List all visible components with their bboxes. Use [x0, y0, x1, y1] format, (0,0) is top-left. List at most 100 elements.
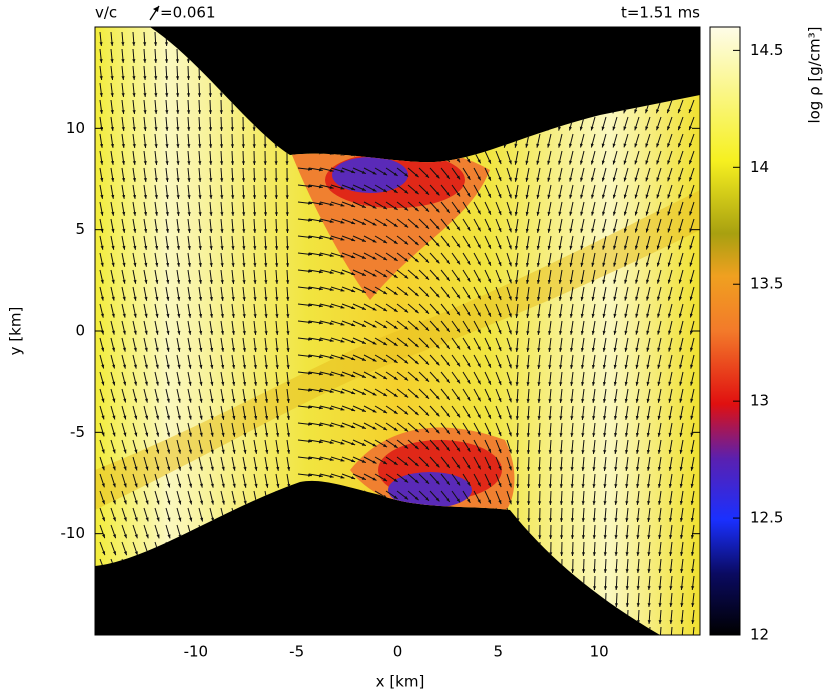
- vector-head: [636, 552, 640, 556]
- vector-head: [656, 160, 660, 165]
- vector-head: [254, 415, 258, 420]
- vector-head: [329, 185, 334, 189]
- vector-head: [456, 226, 461, 231]
- vector-head: [198, 144, 202, 148]
- vector-head: [691, 586, 695, 590]
- vector-head: [155, 245, 159, 250]
- vector-head: [121, 127, 125, 131]
- vector-head: [188, 364, 192, 369]
- vector-head: [242, 229, 246, 233]
- vector-head: [456, 498, 461, 503]
- vector-head: [495, 637, 498, 641]
- vector-head: [285, 212, 289, 216]
- vector-head: [144, 347, 148, 352]
- vector-head: [536, 211, 540, 216]
- vector-head: [122, 364, 126, 369]
- vector-head: [286, 348, 290, 352]
- vector-head: [121, 110, 125, 114]
- vector-head: [340, 424, 345, 428]
- vector-head: [123, 517, 127, 522]
- vector-head: [498, 160, 502, 165]
- vector-head: [372, 256, 377, 260]
- x-tick-label: -10: [184, 643, 209, 661]
- vector-head: [210, 432, 214, 437]
- vector-head: [243, 500, 247, 505]
- vector-head: [154, 127, 158, 131]
- vector-head: [198, 246, 202, 250]
- vector-head: [537, 382, 541, 386]
- vector-head: [156, 449, 160, 454]
- vector-head: [498, 500, 502, 505]
- vector-head: [636, 535, 640, 539]
- vector-head: [166, 279, 170, 284]
- vector-head: [154, 110, 158, 114]
- vector-head: [592, 416, 596, 420]
- vector-head: [526, 467, 531, 471]
- vector-head: [515, 382, 519, 386]
- vector-head: [100, 211, 104, 216]
- vector-head: [592, 467, 596, 471]
- vector-head: [123, 500, 127, 505]
- vector-head: [318, 321, 323, 325]
- vector-head: [435, 310, 440, 315]
- vector-head: [624, 381, 628, 386]
- vector-head: [186, 93, 191, 97]
- vector-head: [625, 450, 629, 454]
- vector-head: [613, 228, 617, 233]
- vector-head: [508, 466, 512, 471]
- vector-head: [252, 195, 257, 199]
- vector-head: [658, 518, 662, 522]
- vector-head: [230, 127, 234, 131]
- vector-head: [569, 228, 573, 233]
- vector-head: [351, 374, 356, 378]
- vector-head: [580, 194, 584, 199]
- vector-head: [487, 363, 491, 368]
- vector-head: [667, 160, 671, 165]
- vector-head: [689, 296, 693, 301]
- vector-head: [657, 364, 661, 369]
- vector-head: [593, 637, 596, 641]
- vector-head: [264, 246, 268, 250]
- vector-head: [635, 415, 639, 420]
- vector-head: [165, 127, 169, 131]
- vector-head: [351, 425, 356, 429]
- vector-head: [386, 637, 389, 641]
- vector-head: [624, 262, 628, 267]
- vector-head: [318, 287, 323, 291]
- vector-head: [667, 228, 671, 233]
- vector-head: [209, 161, 213, 165]
- vector-head: [178, 500, 182, 505]
- vector-head: [111, 296, 115, 301]
- vector-head: [242, 246, 246, 250]
- vector-head: [274, 212, 278, 216]
- vector-head: [329, 457, 334, 461]
- vector-head: [231, 331, 235, 335]
- vector-head: [132, 110, 136, 114]
- vector-head: [243, 466, 247, 471]
- vector-head: [243, 398, 247, 403]
- vector-head: [414, 411, 419, 416]
- vector-head: [571, 569, 575, 573]
- vector-head: [515, 399, 519, 403]
- vector-head: [210, 330, 214, 335]
- vector-head: [658, 552, 662, 556]
- vector-head: [689, 211, 693, 216]
- vector-head: [590, 143, 594, 148]
- vector-head: [446, 464, 450, 468]
- vector-head: [487, 261, 491, 266]
- vector-head: [383, 205, 388, 210]
- vector-head: [166, 262, 170, 267]
- vector-head: [122, 228, 126, 233]
- vector-head: [612, 143, 616, 148]
- vector-head: [275, 314, 279, 318]
- vector-head: [112, 466, 116, 471]
- vector-head: [525, 228, 529, 233]
- vector-head: [526, 297, 530, 301]
- vector-head: [165, 212, 169, 216]
- vector-head: [318, 270, 323, 274]
- vector-head: [515, 365, 519, 369]
- vector-head: [592, 552, 596, 556]
- vector-head: [477, 414, 481, 419]
- vector-head: [668, 483, 672, 488]
- vector-head: [166, 313, 170, 318]
